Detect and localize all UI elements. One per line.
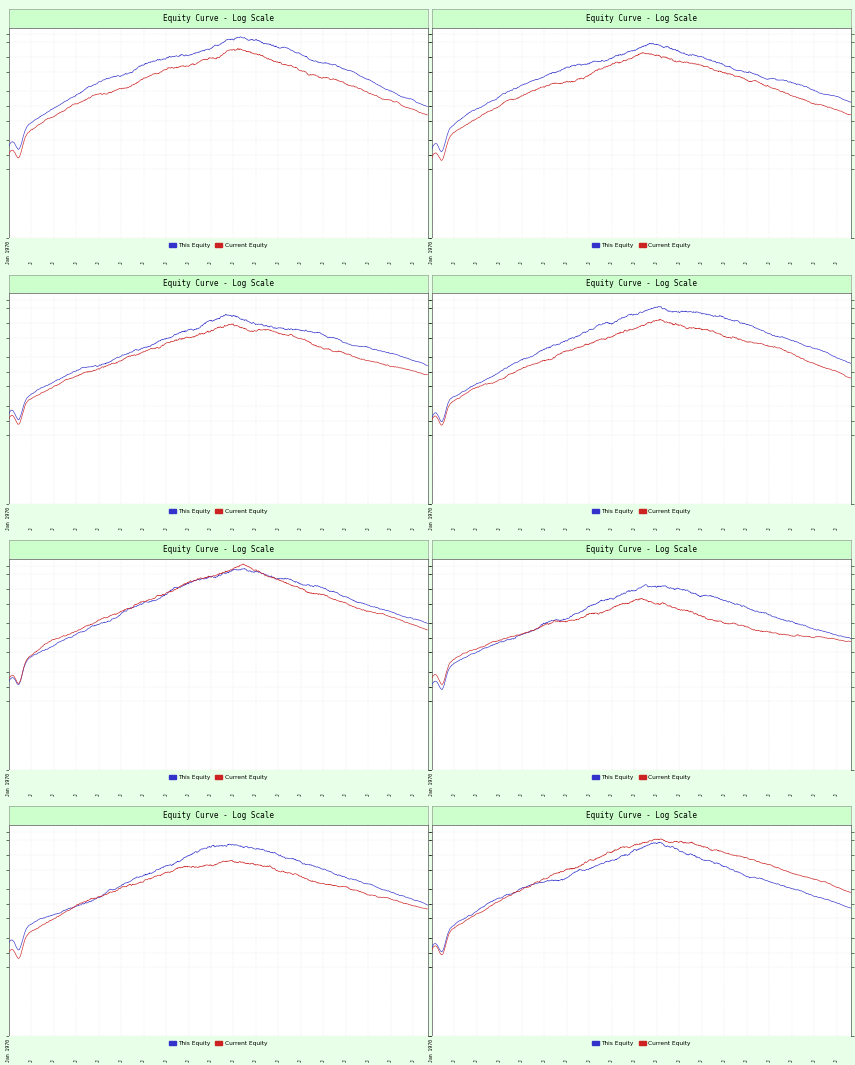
Legend: This Equity, Current Equity: This Equity, Current Equity: [167, 507, 269, 517]
Text: Equity Curve - Log Scale: Equity Curve - Log Scale: [586, 14, 697, 22]
Legend: This Equity, Current Equity: This Equity, Current Equity: [590, 241, 693, 250]
Legend: This Equity, Current Equity: This Equity, Current Equity: [167, 241, 269, 250]
Text: Equity Curve - Log Scale: Equity Curve - Log Scale: [586, 279, 697, 289]
Text: Equity Curve - Log Scale: Equity Curve - Log Scale: [162, 812, 274, 820]
Legend: This Equity, Current Equity: This Equity, Current Equity: [590, 507, 693, 517]
Legend: This Equity, Current Equity: This Equity, Current Equity: [167, 772, 269, 783]
Text: Equity Curve - Log Scale: Equity Curve - Log Scale: [586, 545, 697, 555]
Legend: This Equity, Current Equity: This Equity, Current Equity: [590, 1038, 693, 1048]
Text: Equity Curve - Log Scale: Equity Curve - Log Scale: [586, 812, 697, 820]
Text: Equity Curve - Log Scale: Equity Curve - Log Scale: [162, 279, 274, 289]
Legend: This Equity, Current Equity: This Equity, Current Equity: [167, 1038, 269, 1048]
Legend: This Equity, Current Equity: This Equity, Current Equity: [590, 772, 693, 783]
Text: Equity Curve - Log Scale: Equity Curve - Log Scale: [162, 545, 274, 555]
Text: Equity Curve - Log Scale: Equity Curve - Log Scale: [162, 14, 274, 22]
